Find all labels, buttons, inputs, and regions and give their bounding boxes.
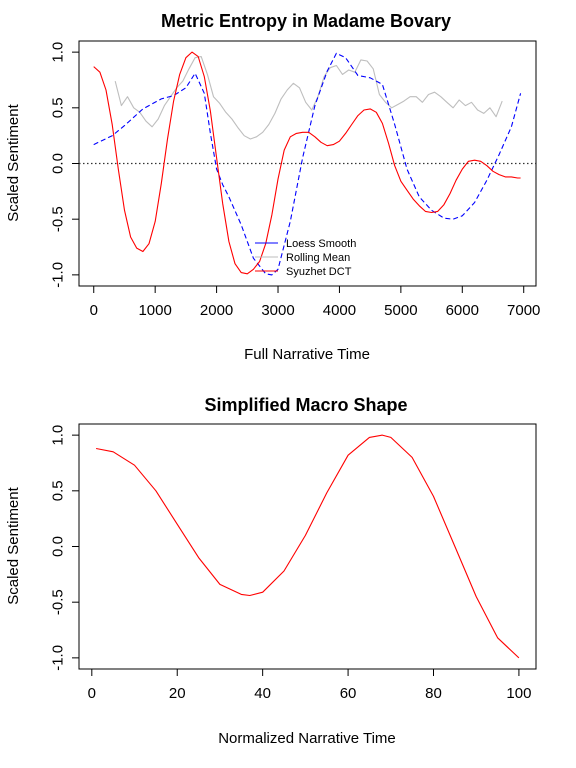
x-tick-label: 0 bbox=[88, 685, 96, 702]
y-tick-label: 0.5 bbox=[50, 480, 67, 501]
y-tick-label: 0.5 bbox=[50, 97, 67, 118]
chart-panel-full-narrative: Metric Entropy in Madame Bovary 0 1000 200… bbox=[5, 11, 540, 363]
y-axis-title: Scaled Sentiment bbox=[5, 486, 22, 604]
chart-title: Simplified Macro Shape bbox=[204, 395, 407, 415]
series-line-dct bbox=[93, 51, 521, 275]
x-tick-label: 100 bbox=[506, 685, 531, 702]
y-axis: -1.0 -0.5 0.0 0.5 1.0 bbox=[50, 425, 79, 671]
x-tick-label: 0 bbox=[90, 302, 98, 319]
y-tick-label: -0.5 bbox=[50, 206, 67, 232]
series-line-macro bbox=[95, 434, 520, 659]
series-line-rolling bbox=[114, 56, 503, 140]
x-tick-label: 7000 bbox=[507, 302, 540, 319]
chart-title: Metric Entropy in Madame Bovary bbox=[161, 11, 451, 31]
y-tick-label: 1.0 bbox=[50, 42, 67, 63]
y-tick-label: -0.5 bbox=[50, 589, 67, 615]
x-tick-label: 20 bbox=[169, 685, 186, 702]
legend-label-rolling: Rolling Mean bbox=[286, 252, 350, 264]
x-tick-label: 4000 bbox=[323, 302, 356, 319]
x-tick-label: 40 bbox=[254, 685, 271, 702]
y-tick-label: -1.0 bbox=[50, 262, 67, 288]
x-axis: 0 1000 2000 3000 4000 5000 6000 7000 bbox=[90, 286, 540, 319]
x-tick-label: 2000 bbox=[200, 302, 233, 319]
x-tick-label: 3000 bbox=[261, 302, 294, 319]
x-tick-label: 1000 bbox=[138, 302, 171, 319]
x-axis-title: Normalized Narrative Time bbox=[218, 730, 396, 747]
x-axis-title: Full Narrative Time bbox=[244, 346, 370, 363]
series-layer bbox=[79, 51, 536, 276]
y-axis: -1.0 -0.5 0.0 0.5 1.0 bbox=[50, 42, 79, 288]
x-axis: 0 20 40 60 80 100 bbox=[88, 669, 531, 702]
y-tick-label: 0.0 bbox=[50, 536, 67, 557]
x-tick-label: 60 bbox=[340, 685, 357, 702]
legend-label-dct: Syuzhet DCT bbox=[286, 266, 352, 278]
legend: Loess Smooth Rolling Mean Syuzhet DCT bbox=[255, 238, 356, 278]
x-tick-label: 6000 bbox=[446, 302, 479, 319]
plot-frame bbox=[78, 423, 537, 670]
legend-label-loess: Loess Smooth bbox=[286, 238, 356, 250]
x-tick-label: 5000 bbox=[384, 302, 417, 319]
y-tick-label: -1.0 bbox=[50, 645, 67, 671]
chart-panel-macro-shape: Simplified Macro Shape 0 20 40 60 80 100 -1.0… bbox=[5, 395, 537, 747]
y-axis-title: Scaled Sentiment bbox=[5, 103, 22, 221]
series-line-loess bbox=[93, 52, 522, 276]
series-layer bbox=[95, 434, 520, 659]
y-tick-label: 1.0 bbox=[50, 425, 67, 446]
y-tick-label: 0.0 bbox=[50, 153, 67, 174]
x-tick-label: 80 bbox=[425, 685, 442, 702]
